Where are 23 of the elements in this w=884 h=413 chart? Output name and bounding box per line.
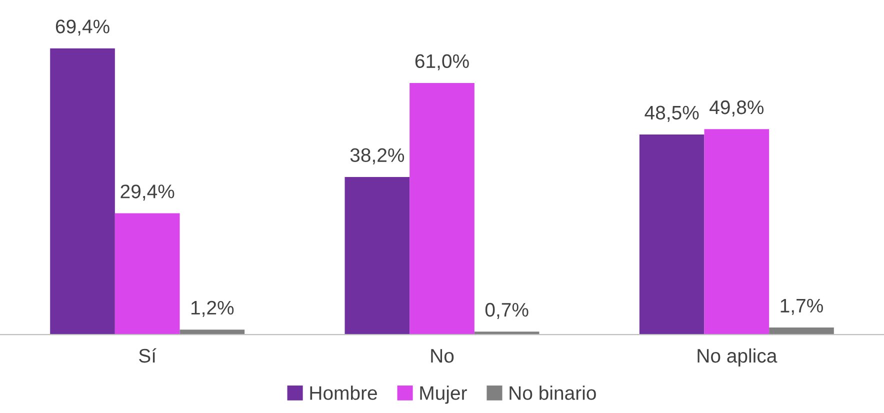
data-label: 38,2% [350,148,404,164]
legend-label: No binario [510,386,596,400]
data-label: 49,8% [710,100,764,116]
legend-label: Hombre [310,386,377,400]
x-tick-label: Sí [139,348,156,363]
legend-label: Mujer [420,386,467,404]
x-tick-label: No aplica [698,348,778,367]
bar [180,330,245,335]
bar [114,213,180,335]
bar [769,328,834,335]
bar [410,82,474,335]
bar [344,176,410,335]
data-label: 1,7% [780,298,823,315]
data-label: 48,5% [644,106,699,122]
data-label: 29,4% [120,184,174,201]
data-label: 61,0% [415,54,469,70]
data-label: 69,4% [56,20,110,36]
x-tick-label: No [431,349,454,363]
data-label: 1,2% [191,300,234,317]
bar [50,48,115,335]
bar [639,134,704,335]
data-label: 0,7% [485,302,528,319]
bar [704,129,770,335]
